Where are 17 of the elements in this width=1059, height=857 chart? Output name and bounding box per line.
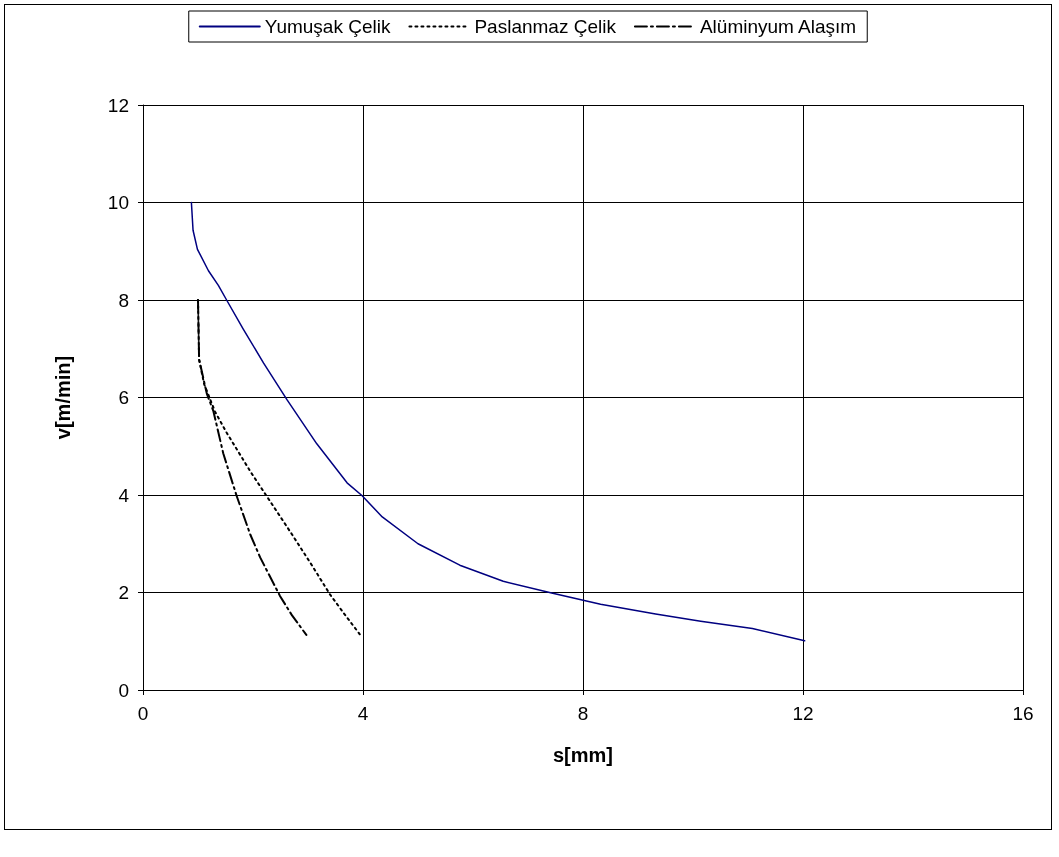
y-tick-label: 6 — [118, 387, 129, 408]
x-tick-label: 12 — [792, 703, 814, 724]
legend-label: Yumuşak Çelik — [264, 16, 391, 37]
y-axis-title: v[m/min] — [52, 355, 74, 440]
x-tick-label: 8 — [577, 703, 589, 724]
x-tick-label: 4 — [357, 703, 369, 724]
y-tick-label: 4 — [118, 484, 130, 506]
y-tick-label: 0 — [118, 679, 129, 701]
y-tick-label: 12 — [107, 94, 129, 116]
legend-label: Paslanmaz Çelik — [474, 16, 617, 37]
x-tick-label: 16 — [1012, 703, 1034, 724]
y-tick-label: 10 — [107, 192, 129, 213]
x-axis-title: s[mm] — [552, 744, 614, 766]
x-tick-label: 0 — [137, 703, 149, 724]
y-tick-label: 2 — [118, 582, 129, 603]
legend-label: Alüminyum Alaşım — [699, 16, 857, 37]
y-tick-label: 8 — [118, 289, 129, 311]
